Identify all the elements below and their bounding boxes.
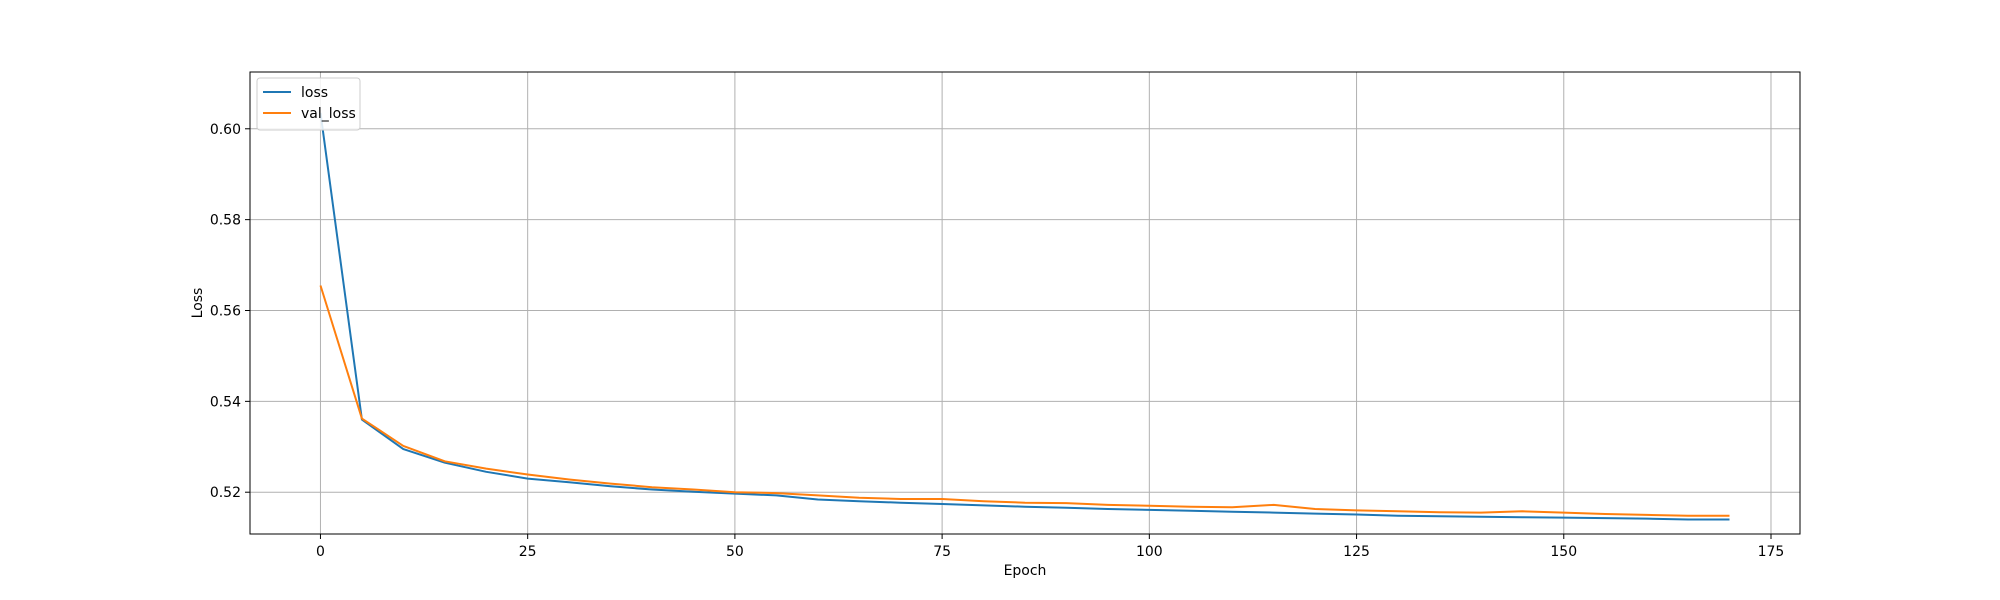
x-tick-label: 175 <box>1758 544 1785 560</box>
x-tick-label: 150 <box>1550 544 1577 560</box>
x-tick-label: 50 <box>726 544 744 560</box>
y-tick-label: 0.60 <box>210 122 241 138</box>
y-tick-label: 0.56 <box>210 303 241 319</box>
series-line-val-loss <box>319 285 1730 517</box>
plot-frame <box>249 71 1801 535</box>
grid <box>250 72 1800 534</box>
x-tick-label: 75 <box>933 544 951 560</box>
legend-label-val-loss: val_loss <box>301 106 356 122</box>
x-axis-label: Epoch <box>1004 563 1047 579</box>
y-tick-label: 0.58 <box>210 213 241 229</box>
series-lines <box>319 112 1730 521</box>
legend: loss val_loss <box>256 77 361 131</box>
axis-ticks: 0 25 50 75 100 125 150 175 0.52 0.54 0.56 0.58 0.60 <box>210 122 1785 560</box>
x-tick-label: 100 <box>1136 544 1163 560</box>
x-tick-label: 25 <box>519 544 537 560</box>
series-line-loss <box>319 112 1730 521</box>
x-tick-label: 125 <box>1343 544 1370 560</box>
y-tick-label: 0.54 <box>210 394 241 410</box>
legend-label-loss: loss <box>301 85 328 101</box>
y-axis-label: Loss <box>190 288 206 319</box>
y-tick-label: 0.52 <box>210 485 241 501</box>
x-tick-label: 0 <box>316 544 325 560</box>
